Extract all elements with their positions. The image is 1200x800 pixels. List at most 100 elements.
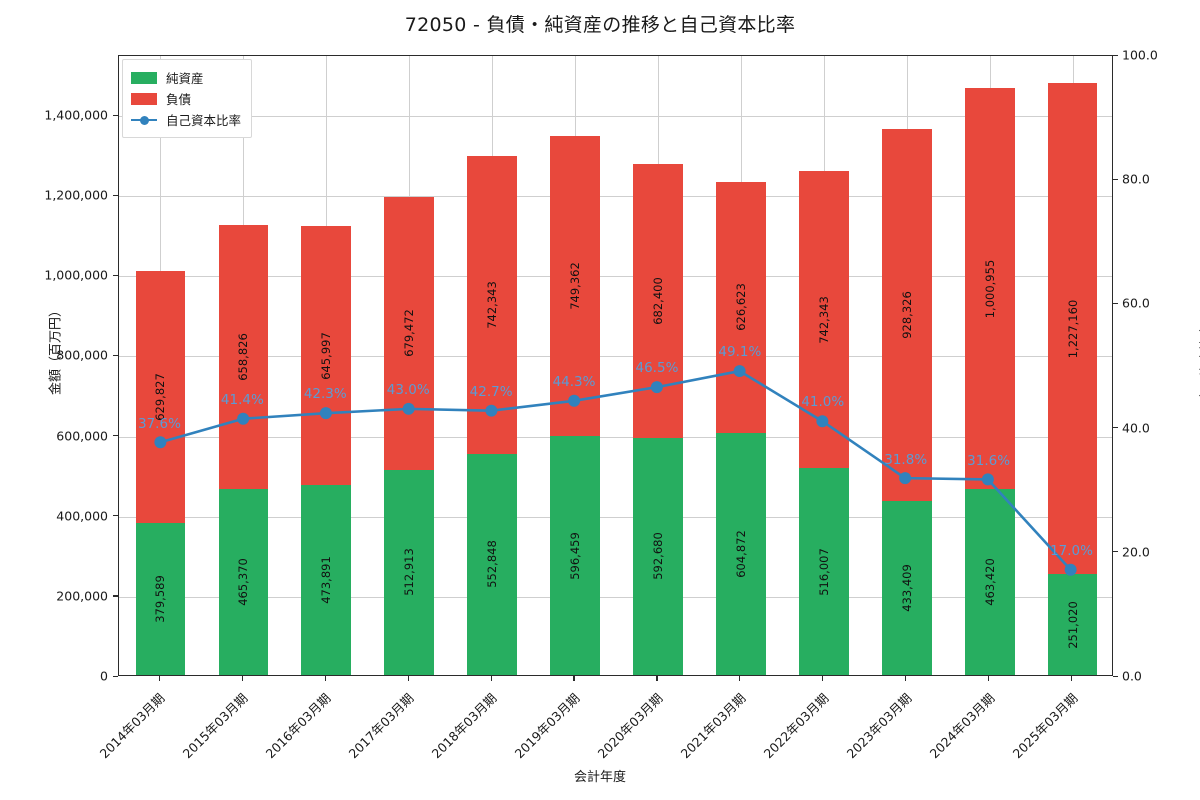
- bar-group[interactable]: 463,420 1,000,955: [964, 88, 1015, 675]
- x-axis-tick-mark: [158, 676, 161, 681]
- legend-item-equity-ratio[interactable]: 自己資本比率: [131, 109, 241, 130]
- x-axis-tick-mark: [822, 676, 824, 681]
- bar-segment-liabilities[interactable]: 629,827: [135, 270, 186, 523]
- bar-segment-equity[interactable]: 463,420: [964, 489, 1015, 675]
- bar-segment-equity[interactable]: 592,680: [633, 437, 683, 675]
- bar-segment-equity[interactable]: 251,020: [1047, 574, 1098, 675]
- x-axis-tick-mark: [407, 676, 409, 681]
- bar-segment-equity[interactable]: 473,891: [301, 485, 352, 675]
- bar-segment-liabilities[interactable]: 928,326: [881, 129, 932, 502]
- equity-ratio-marker[interactable]: [154, 436, 167, 449]
- legend-swatch-equity-ratio: [131, 114, 157, 126]
- legend-item-liabilities[interactable]: 負債: [131, 88, 241, 109]
- bar-segment-liabilities[interactable]: 645,997: [301, 226, 352, 486]
- y-axis-label-right: 自己資本比率 (%): [1196, 280, 1200, 420]
- bar-group[interactable]: 379,589 629,827: [135, 270, 186, 675]
- y-axis-tick-label-left: 400,000: [56, 508, 108, 524]
- bar-segment-liabilities[interactable]: 1,227,160: [1047, 82, 1098, 575]
- grid-line: [119, 516, 1112, 518]
- equity-ratio-value-label: 17.0%: [1050, 543, 1093, 560]
- equity-ratio-value-label: 44.3%: [552, 373, 596, 390]
- bar-segment-equity[interactable]: 379,589: [135, 522, 186, 675]
- y-axis-tick-mark-right: [1113, 302, 1118, 305]
- legend-label-equity-ratio: 自己資本比率: [166, 113, 242, 128]
- equity-ratio-marker[interactable]: [981, 473, 994, 486]
- x-axis-tick-label: 2020年03月期: [594, 690, 666, 762]
- x-axis-tick-label: 2019年03月期: [511, 690, 583, 762]
- equity-ratio-marker[interactable]: [568, 394, 581, 407]
- y-axis-tick-label-left: 1,000,000: [44, 267, 108, 283]
- equity-ratio-marker[interactable]: [650, 381, 663, 394]
- x-axis-tick-mark: [324, 676, 326, 681]
- legend-label-equity: 純資産: [166, 71, 204, 86]
- bar-group[interactable]: 251,020 1,227,160: [1047, 82, 1098, 675]
- bar-segment-liabilities[interactable]: 658,826: [218, 224, 269, 489]
- equity-ratio-marker[interactable]: [237, 412, 250, 425]
- x-axis-tick-mark: [656, 676, 658, 681]
- y-axis-tick-label-right: 20.0: [1122, 544, 1150, 560]
- equity-ratio-value-label: 42.3%: [303, 386, 347, 403]
- bar-segment-liabilities[interactable]: 1,000,955: [964, 88, 1015, 490]
- y-axis-tick-label-right: 60.0: [1122, 295, 1150, 311]
- bar-segment-liabilities[interactable]: 749,362: [550, 135, 600, 437]
- equity-ratio-marker[interactable]: [402, 402, 415, 415]
- equity-ratio-value-label: 49.1%: [718, 344, 762, 361]
- y-axis-tick-mark-right: [1113, 427, 1118, 429]
- y-axis-tick-mark-left: [113, 194, 118, 196]
- bar-segment-liabilities[interactable]: 626,623: [716, 181, 766, 433]
- bar-segment-equity[interactable]: 516,007: [798, 468, 849, 675]
- chart-title: 72050 - 負債・純資産の推移と自己資本比率: [404, 14, 796, 36]
- bar-group[interactable]: 604,872 626,623: [716, 181, 766, 675]
- x-axis-tick-label: 2022年03月期: [760, 690, 832, 762]
- x-axis-tick-label: 2021年03月期: [677, 690, 749, 762]
- bar-group[interactable]: 596,459 749,362: [550, 135, 600, 675]
- y-axis-tick-label-left: 800,000: [56, 347, 108, 363]
- bar-group[interactable]: 552,848 742,343: [467, 156, 517, 675]
- equity-ratio-marker[interactable]: [485, 404, 498, 417]
- x-axis-tick-label: 2015年03月期: [179, 690, 251, 762]
- bar-segment-equity[interactable]: 604,872: [716, 432, 766, 675]
- equity-ratio-marker[interactable]: [816, 415, 829, 428]
- bar-segment-liabilities[interactable]: 679,472: [384, 197, 435, 470]
- x-axis-tick-label: 2023年03月期: [843, 690, 915, 762]
- legend-label-liabilities: 負債: [166, 92, 192, 107]
- x-axis-tick-mark: [241, 676, 243, 681]
- bar-segment-equity[interactable]: 465,370: [218, 488, 269, 675]
- x-axis-tick-mark: [1070, 676, 1073, 681]
- bar-segment-equity[interactable]: 512,913: [384, 469, 435, 675]
- equity-ratio-marker[interactable]: [733, 365, 746, 378]
- x-axis-label: 会計年度: [573, 770, 626, 785]
- grid-line: [119, 116, 1112, 118]
- bar-group[interactable]: 433,409 928,326: [881, 129, 932, 675]
- equity-ratio-marker[interactable]: [319, 407, 332, 420]
- y-axis-tick-mark-left: [113, 435, 118, 437]
- line-layer: [154, 365, 1077, 576]
- bar-group[interactable]: 473,891 645,997: [301, 226, 352, 675]
- equity-ratio-line: [160, 369, 1072, 571]
- grid-line: [119, 436, 1112, 438]
- grid-line: [119, 196, 1112, 198]
- x-axis-tick-label: 2025年03月期: [1009, 690, 1081, 762]
- y-axis-tick-mark-right: [1113, 675, 1118, 677]
- bar-segment-equity[interactable]: 433,409: [881, 501, 932, 675]
- bar-segment-equity[interactable]: 552,848: [467, 453, 517, 675]
- equity-ratio-marker[interactable]: [1064, 563, 1077, 576]
- equity-ratio-value-label: 37.6%: [138, 415, 181, 432]
- bar-layer: 379,589 629,827 465,370 658,826 473,891 645,9…: [119, 56, 1112, 675]
- bar-group[interactable]: 592,680 682,400: [633, 164, 683, 675]
- bar-segment-equity[interactable]: 596,459: [550, 436, 600, 675]
- bar-group[interactable]: 465,370 658,826: [218, 224, 269, 675]
- equity-ratio-value-label: 41.4%: [220, 391, 264, 408]
- y-axis-tick-mark-left: [113, 675, 118, 677]
- bar-segment-liabilities[interactable]: 742,343: [467, 156, 517, 454]
- y-axis-tick-mark-left: [113, 595, 118, 597]
- bar-group[interactable]: 512,913 679,472: [384, 197, 435, 675]
- y-axis-tick-mark-left: [113, 274, 118, 277]
- chart-legend: 純資産 負債 自己資本比率: [122, 59, 253, 138]
- x-axis-tick-label: 2014年03月期: [97, 690, 168, 762]
- x-axis-tick-mark: [739, 676, 741, 681]
- y-axis-tick-mark-right: [1113, 54, 1118, 56]
- equity-ratio-marker[interactable]: [899, 472, 912, 485]
- legend-item-equity[interactable]: 純資産: [131, 67, 241, 88]
